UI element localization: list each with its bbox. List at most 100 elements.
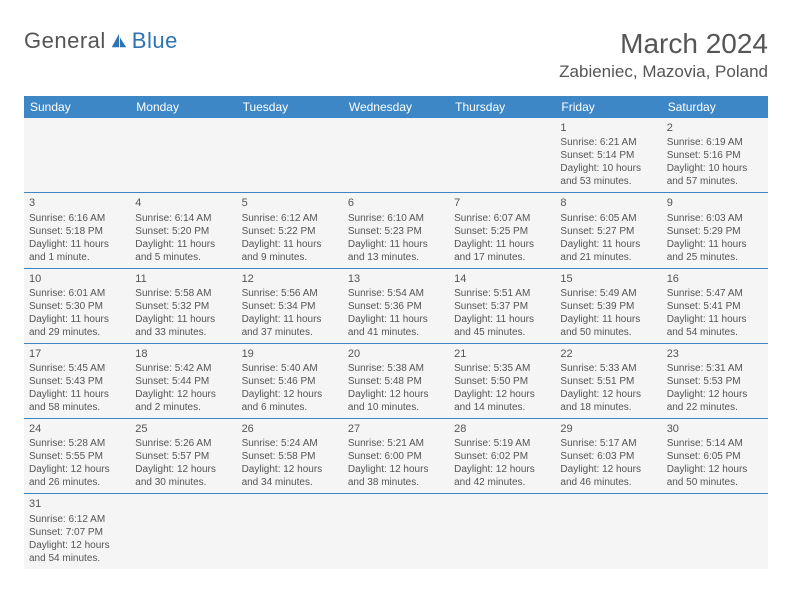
day-number: 15 — [560, 272, 656, 286]
day-info-line: Daylight: 11 hours — [29, 388, 125, 401]
brand-text-1: General — [24, 28, 106, 54]
day-info-line: Sunrise: 6:05 AM — [560, 212, 656, 225]
calendar-cell: 3Sunrise: 6:16 AMSunset: 5:18 PMDaylight… — [24, 193, 130, 268]
day-info-line: Sunrise: 5:58 AM — [135, 287, 231, 300]
day-info-line: Daylight: 11 hours — [560, 238, 656, 251]
day-info-line: and 10 minutes. — [348, 401, 444, 414]
day-number: 5 — [242, 196, 338, 210]
day-info-line: Daylight: 12 hours — [135, 463, 231, 476]
calendar-cell: 5Sunrise: 6:12 AMSunset: 5:22 PMDaylight… — [237, 193, 343, 268]
day-info-line: Sunrise: 5:26 AM — [135, 437, 231, 450]
sail-icon — [110, 32, 128, 50]
day-info-line: Daylight: 11 hours — [560, 313, 656, 326]
day-info-line: and 6 minutes. — [242, 401, 338, 414]
day-header-thursday: Thursday — [449, 96, 555, 118]
calendar-body: 1Sunrise: 6:21 AMSunset: 5:14 PMDaylight… — [24, 118, 768, 569]
day-info-line: and 50 minutes. — [560, 326, 656, 339]
day-info-line: Sunrise: 6:12 AM — [29, 513, 125, 526]
day-number: 17 — [29, 347, 125, 361]
day-info-line: Sunrise: 6:16 AM — [29, 212, 125, 225]
day-info-line: Sunrise: 5:21 AM — [348, 437, 444, 450]
day-number: 29 — [560, 422, 656, 436]
day-info-line: Daylight: 12 hours — [454, 388, 550, 401]
day-info-line: Sunrise: 5:42 AM — [135, 362, 231, 375]
day-info-line: Sunset: 6:05 PM — [667, 450, 763, 463]
title-block: March 2024 Zabieniec, Mazovia, Poland — [559, 28, 768, 82]
calendar-cell — [130, 118, 236, 193]
calendar-table: Sunday Monday Tuesday Wednesday Thursday… — [24, 96, 768, 569]
day-info-line: Daylight: 11 hours — [454, 313, 550, 326]
calendar-cell: 11Sunrise: 5:58 AMSunset: 5:32 PMDayligh… — [130, 268, 236, 343]
day-info-line: Daylight: 12 hours — [29, 463, 125, 476]
calendar-cell: 6 Sunrise: 6:10 AMSunset: 5:23 PMDaylight… — [343, 193, 449, 268]
day-info-line: Sunrise: 6:03 AM — [667, 212, 763, 225]
calendar-cell: 16Sunrise: 5:47 AMSunset: 5:41 PMDayligh… — [662, 268, 768, 343]
day-info-line: Sunset: 5:30 PM — [29, 300, 125, 313]
day-info-line: Daylight: 12 hours — [560, 388, 656, 401]
calendar-week-row: 3Sunrise: 6:16 AMSunset: 5:18 PMDaylight… — [24, 193, 768, 268]
day-info-line: Sunrise: 5:28 AM — [29, 437, 125, 450]
day-info-line: Sunset: 5:53 PM — [667, 375, 763, 388]
day-info-line: Daylight: 12 hours — [242, 463, 338, 476]
calendar-cell: 29Sunrise: 5:17 AMSunset: 6:03 PMDayligh… — [555, 419, 661, 494]
day-info-line: Sunrise: 6:12 AM — [242, 212, 338, 225]
day-info-line: Sunset: 5:43 PM — [29, 375, 125, 388]
day-info-line: Sunrise: 5:56 AM — [242, 287, 338, 300]
day-number: 28 — [454, 422, 550, 436]
day-info-line: Sunset: 5:51 PM — [560, 375, 656, 388]
calendar-cell: 25Sunrise: 5:26 AMSunset: 5:57 PMDayligh… — [130, 419, 236, 494]
day-number: 4 — [135, 196, 231, 210]
day-info-line: Sunset: 5:50 PM — [454, 375, 550, 388]
day-info-line: Sunset: 5:34 PM — [242, 300, 338, 313]
calendar-cell: 8Sunrise: 6:05 AMSunset: 5:27 PMDaylight… — [555, 193, 661, 268]
calendar-cell: 28Sunrise: 5:19 AMSunset: 6:02 PMDayligh… — [449, 419, 555, 494]
day-info-line: Sunset: 7:07 PM — [29, 526, 125, 539]
calendar-cell: 10Sunrise: 6:01 AMSunset: 5:30 PMDayligh… — [24, 268, 130, 343]
calendar-cell: 26Sunrise: 5:24 AMSunset: 5:58 PMDayligh… — [237, 419, 343, 494]
day-info-line: and 58 minutes. — [29, 401, 125, 414]
day-info-line: Daylight: 12 hours — [667, 388, 763, 401]
calendar-cell — [449, 118, 555, 193]
calendar-cell: 2Sunrise: 6:19 AMSunset: 5:16 PMDaylight… — [662, 118, 768, 193]
day-info-line: and 34 minutes. — [242, 476, 338, 489]
day-info-line: Sunset: 5:29 PM — [667, 225, 763, 238]
day-info-line: Sunset: 5:16 PM — [667, 149, 763, 162]
day-info-line: and 42 minutes. — [454, 476, 550, 489]
day-info-line: and 30 minutes. — [135, 476, 231, 489]
day-info-line: Daylight: 11 hours — [348, 238, 444, 251]
day-info-line: Sunrise: 6:10 AM — [348, 212, 444, 225]
day-info-line: Sunrise: 5:54 AM — [348, 287, 444, 300]
day-info-line: and 57 minutes. — [667, 175, 763, 188]
day-number: 19 — [242, 347, 338, 361]
calendar-cell: 23Sunrise: 5:31 AMSunset: 5:53 PMDayligh… — [662, 343, 768, 418]
day-info-line: Sunset: 5:23 PM — [348, 225, 444, 238]
day-info-line: Sunrise: 6:01 AM — [29, 287, 125, 300]
day-info-line: Daylight: 11 hours — [242, 313, 338, 326]
day-info-line: Daylight: 10 hours — [560, 162, 656, 175]
day-number: 6 — [348, 196, 444, 210]
day-info-line: Sunset: 6:02 PM — [454, 450, 550, 463]
day-info-line: and 38 minutes. — [348, 476, 444, 489]
day-number: 30 — [667, 422, 763, 436]
calendar-cell: 1Sunrise: 6:21 AMSunset: 5:14 PMDaylight… — [555, 118, 661, 193]
day-number: 18 — [135, 347, 231, 361]
location-text: Zabieniec, Mazovia, Poland — [559, 62, 768, 82]
day-info-line: and 45 minutes. — [454, 326, 550, 339]
day-info-line: and 41 minutes. — [348, 326, 444, 339]
day-info-line: and 26 minutes. — [29, 476, 125, 489]
day-info-line: Sunrise: 6:19 AM — [667, 136, 763, 149]
calendar-cell: 17Sunrise: 5:45 AMSunset: 5:43 PMDayligh… — [24, 343, 130, 418]
day-info-line: Sunset: 5:32 PM — [135, 300, 231, 313]
day-number: 2 — [667, 121, 763, 135]
day-header-friday: Friday — [555, 96, 661, 118]
day-info-line: Sunrise: 5:47 AM — [667, 287, 763, 300]
day-number: 8 — [560, 196, 656, 210]
day-info-line: Daylight: 12 hours — [29, 539, 125, 552]
day-number: 26 — [242, 422, 338, 436]
page-header: General Blue March 2024 Zabieniec, Mazov… — [24, 28, 768, 82]
calendar-cell: 9Sunrise: 6:03 AMSunset: 5:29 PMDaylight… — [662, 193, 768, 268]
day-info-line: Daylight: 12 hours — [667, 463, 763, 476]
day-number: 3 — [29, 196, 125, 210]
day-info-line: Sunrise: 6:14 AM — [135, 212, 231, 225]
day-info-line: Sunset: 5:14 PM — [560, 149, 656, 162]
